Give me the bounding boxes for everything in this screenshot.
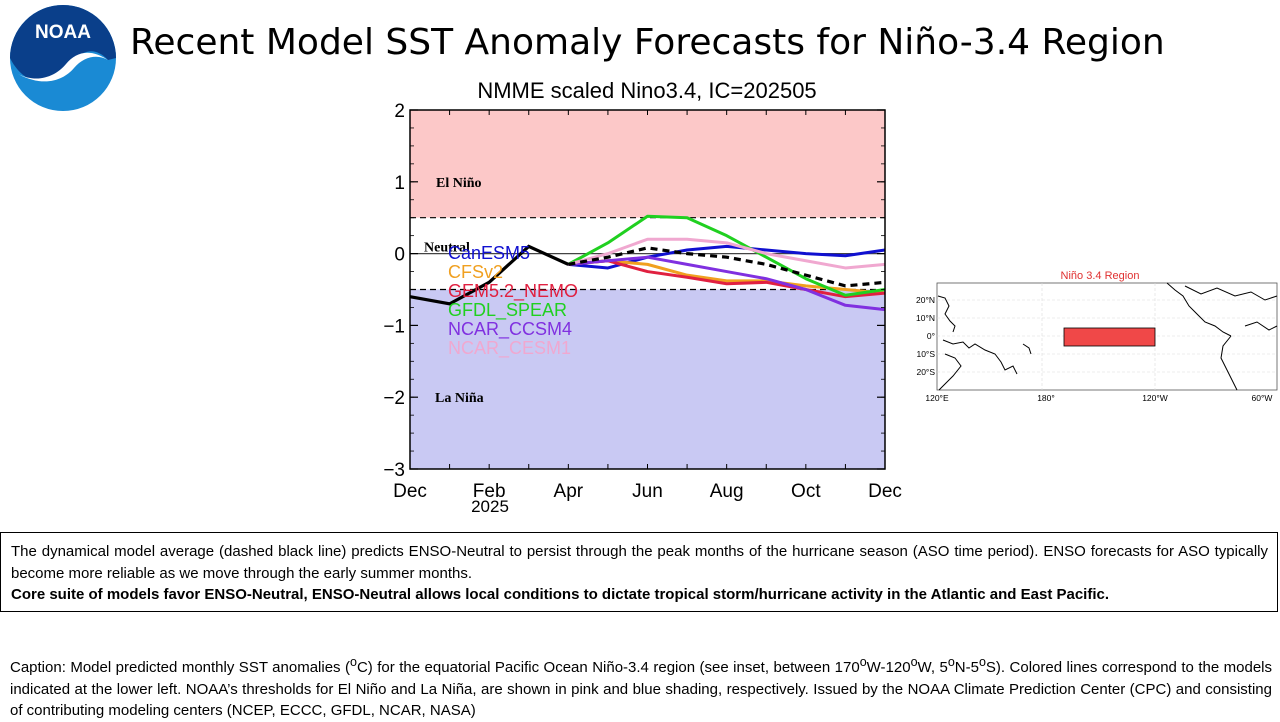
legend-entry: CFSv2 — [448, 262, 503, 282]
series-line-ncar-ccsm4 — [568, 255, 886, 312]
lat-label: 10°N — [916, 313, 935, 323]
north-america-coastline — [1184, 285, 1278, 301]
central-america-coastline — [1166, 282, 1232, 337]
y-tick-label: −3 — [383, 460, 405, 481]
australia-coastline — [938, 353, 962, 391]
region-label: El Niño — [436, 176, 482, 191]
caption-text: N-5 — [954, 659, 979, 676]
png-coastline — [1022, 343, 1032, 355]
lat-label: 0° — [927, 331, 935, 341]
caption-text: S). Colored lines correspond to the mode… — [10, 659, 1272, 719]
degree-sup: o — [350, 655, 357, 669]
lat-label: 10°S — [916, 349, 935, 359]
indonesia-coastline — [942, 339, 1018, 375]
x-tick-label: Jun — [632, 481, 663, 502]
y-tick-label: −2 — [383, 388, 405, 409]
degree-sup: o — [978, 655, 986, 669]
south-america-west-coastline — [1220, 335, 1238, 391]
x-axis-year-label: 2025 — [471, 497, 509, 516]
nino34-forecast-chart: NMME scaled Nino3.4, IC=202505 El Niño Ne… — [383, 78, 902, 516]
degree-sup: o — [859, 655, 867, 669]
summary-bold-text: Core suite of models favor ENSO-Neutral,… — [11, 586, 1110, 603]
caribbean-coastline — [1244, 321, 1278, 331]
map-title: Niño 3.4 Region — [1061, 270, 1140, 282]
y-tick-label: −1 — [383, 316, 405, 337]
lat-label: 20°N — [916, 295, 935, 305]
lon-label: 120°E — [925, 393, 949, 403]
region-label: Neutral — [424, 240, 470, 255]
y-tick-label: 1 — [394, 173, 405, 194]
observed-line — [409, 244, 569, 306]
x-tick-label: Feb — [473, 481, 506, 502]
legend-entry: CanESM5 — [448, 243, 530, 263]
series-line-ncar-cesm1 — [567, 237, 886, 270]
map-coastlines — [937, 282, 1278, 391]
lon-label: 180° — [1037, 393, 1055, 403]
region-la-ni-a — [410, 289, 885, 469]
caption-text: W-120 — [866, 659, 911, 676]
region-label: La Niña — [435, 391, 484, 406]
caption-text: Caption: Model predicted monthly SST ano… — [10, 659, 351, 676]
caption: Caption: Model predicted monthly SST ano… — [10, 652, 1272, 722]
summary-text: The dynamical model average (dashed blac… — [11, 543, 1268, 582]
legend-entry: NCAR_CESM1 — [448, 338, 571, 359]
noaa-logo: NOAA — [10, 5, 116, 111]
chart-title: NMME scaled Nino3.4, IC=202505 — [477, 78, 816, 103]
asia-coastline — [937, 295, 956, 333]
series-line-gfdl-spear — [567, 214, 886, 297]
caption-text: C) for the equatorial Pacific Ocean Niño… — [356, 659, 860, 676]
x-tick-label: Dec — [393, 481, 427, 502]
y-tick-label: 2 — [394, 101, 405, 122]
x-tick-label: Apr — [554, 481, 584, 502]
summary-box: The dynamical model average (dashed blac… — [0, 532, 1278, 612]
x-tick-label: Aug — [710, 481, 744, 502]
region-el-ni-o — [410, 110, 885, 218]
legend-entry: GEM5.2_NEMO — [448, 281, 578, 302]
degree-sup: o — [947, 655, 955, 669]
x-tick-label: Dec — [868, 481, 902, 502]
caption-text: W, 5 — [917, 659, 948, 676]
legend-entry: NCAR_CCSM4 — [448, 319, 572, 340]
lon-label: 120°W — [1142, 393, 1168, 403]
page-title: Recent Model SST Anomaly Forecasts for N… — [130, 22, 1165, 63]
y-tick-label: 0 — [394, 245, 405, 266]
ensemble-mean-dashed-line — [568, 246, 886, 288]
degree-sup: o — [910, 655, 918, 669]
lon-label: 60°W — [1252, 393, 1273, 403]
nino34-region-box — [1063, 327, 1156, 347]
lat-label: 20°S — [916, 367, 935, 377]
legend-entry: GFDL_SPEAR — [448, 300, 567, 321]
noaa-logo-text: NOAA — [35, 22, 91, 43]
series-line-gem5-2-nemo — [568, 259, 886, 299]
x-tick-label: Oct — [791, 481, 821, 502]
nino34-region-map: Niño 3.4 Region 20°N 10°N 0° 10°S 20°S 1… — [916, 270, 1278, 403]
